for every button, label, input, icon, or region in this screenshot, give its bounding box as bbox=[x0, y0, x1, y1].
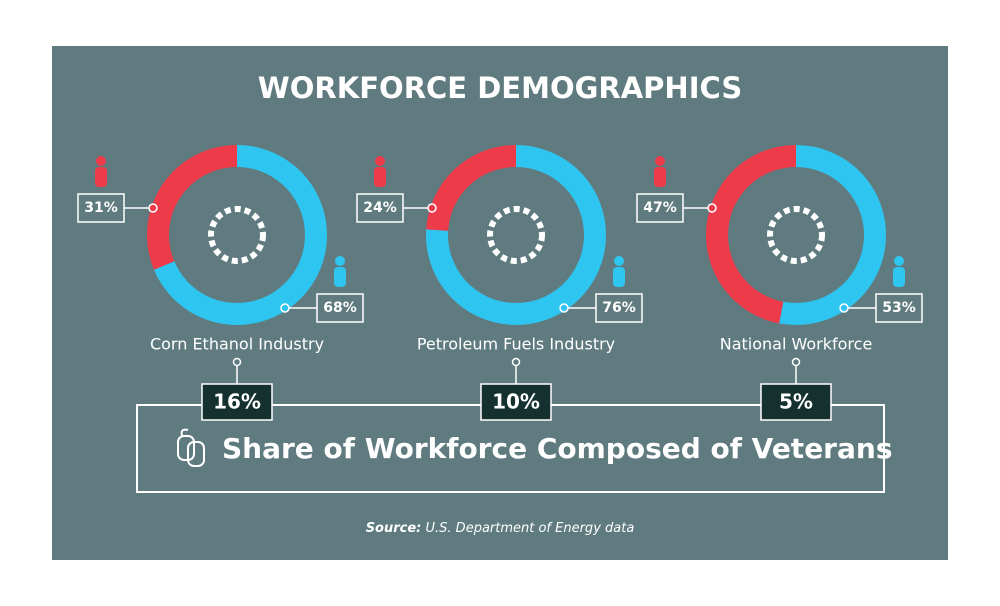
value-box bbox=[316, 293, 364, 323]
veteran-box bbox=[480, 383, 552, 421]
marker-dot bbox=[511, 357, 521, 367]
value-label: 24% bbox=[363, 200, 397, 216]
marker-dot bbox=[232, 357, 242, 367]
value-box bbox=[77, 193, 125, 223]
person-icon bbox=[893, 267, 905, 287]
person-icon bbox=[95, 167, 107, 187]
value-box bbox=[595, 293, 643, 323]
title: WORKFORCE DEMOGRAPHICS bbox=[258, 71, 742, 105]
marker-dot bbox=[559, 303, 569, 313]
industry-name: Corn Ethanol Industry bbox=[150, 335, 324, 354]
veteran-value: 5% bbox=[779, 390, 813, 414]
value-label: 68% bbox=[323, 300, 357, 316]
veteran-box bbox=[201, 383, 273, 421]
veteran-box bbox=[760, 383, 832, 421]
value-label: 53% bbox=[882, 300, 916, 316]
value-box bbox=[356, 193, 404, 223]
marker-dot bbox=[791, 357, 801, 367]
person-icon bbox=[96, 156, 106, 166]
veteran-value: 10% bbox=[492, 390, 540, 414]
person-icon bbox=[335, 256, 345, 266]
donut-segment bbox=[426, 145, 606, 325]
person-icon bbox=[654, 167, 666, 187]
person-icon bbox=[334, 267, 346, 287]
dog-tag-icon bbox=[177, 428, 205, 467]
person-icon bbox=[655, 156, 665, 166]
donut-segment bbox=[426, 145, 517, 232]
industry-name: National Workforce bbox=[720, 335, 873, 354]
person-icon bbox=[614, 256, 624, 266]
value-label: 76% bbox=[602, 300, 636, 316]
donut-segment bbox=[706, 145, 797, 324]
value-label: 31% bbox=[84, 200, 118, 216]
source: Source: U.S. Department of Energy data bbox=[366, 521, 635, 536]
marker-dot bbox=[280, 303, 290, 313]
person-icon bbox=[374, 167, 386, 187]
value-box bbox=[636, 193, 684, 223]
center-icon bbox=[487, 206, 545, 264]
person-icon bbox=[613, 267, 625, 287]
person-icon bbox=[375, 156, 385, 166]
marker-dot bbox=[839, 303, 849, 313]
veteran-value: 16% bbox=[213, 390, 261, 414]
source-label: Source: bbox=[366, 521, 422, 536]
value-label: 47% bbox=[643, 200, 677, 216]
veterans-title: Share of Workforce Composed of Veterans bbox=[222, 432, 892, 465]
industry-name: Petroleum Fuels Industry bbox=[417, 335, 615, 354]
marker-dot bbox=[427, 203, 437, 213]
donut-segment bbox=[147, 145, 238, 270]
source-text: U.S. Department of Energy data bbox=[426, 521, 635, 536]
marker-dot bbox=[707, 203, 717, 213]
person-icon bbox=[894, 256, 904, 266]
value-box bbox=[875, 293, 923, 323]
center-icon bbox=[767, 206, 825, 264]
marker-dot bbox=[148, 203, 158, 213]
donut-segment bbox=[779, 145, 886, 325]
donut-segment bbox=[153, 145, 327, 325]
center-icon bbox=[208, 206, 266, 264]
